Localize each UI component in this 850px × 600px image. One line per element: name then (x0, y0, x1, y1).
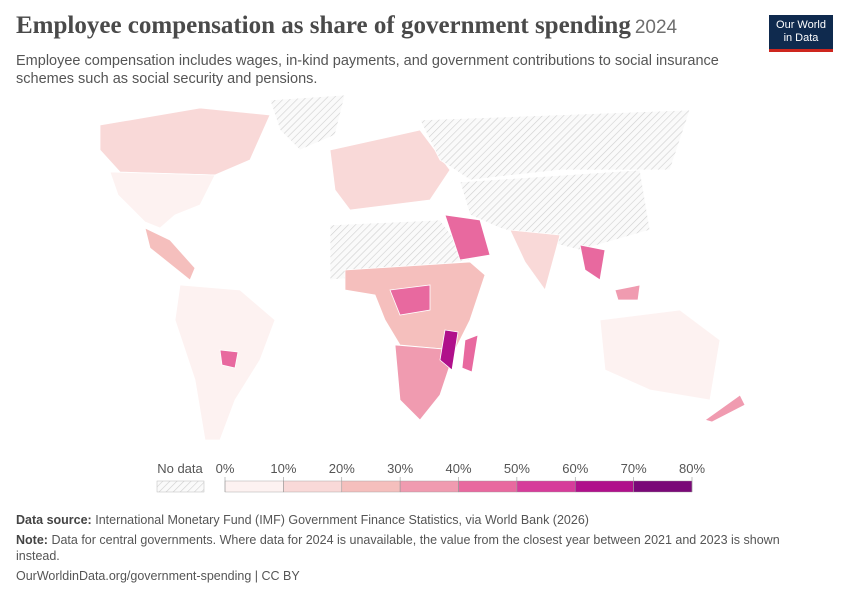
country[interactable] (329, 129, 451, 211)
legend-tick-label: 20% (329, 461, 355, 476)
legend-bin (458, 480, 518, 493)
country[interactable] (614, 284, 641, 301)
country[interactable] (459, 169, 651, 251)
legend-tick-label: 80% (679, 461, 705, 476)
note: Note: Data for central governments. Wher… (16, 532, 826, 564)
year: 2024 (634, 17, 678, 38)
country[interactable] (269, 94, 346, 151)
country[interactable] (444, 214, 491, 261)
note-text: Data for central governments. Where data… (16, 533, 780, 563)
logo[interactable]: Our World in Data (769, 15, 833, 52)
legend-bin (399, 480, 459, 493)
country[interactable] (439, 329, 459, 371)
country[interactable] (509, 229, 561, 291)
legend-bin (575, 480, 634, 493)
title-text: Employee compensation as share of govern… (16, 12, 631, 39)
title: Employee compensation as share of govern… (16, 12, 677, 40)
country[interactable] (109, 171, 216, 229)
legend-bin (516, 480, 576, 493)
country[interactable] (389, 284, 431, 316)
note-label: Note: (16, 533, 48, 547)
country[interactable] (704, 394, 746, 423)
legend-bin (283, 480, 342, 493)
legend-tick-label: 60% (562, 461, 588, 476)
legend-tick-label: 30% (387, 461, 413, 476)
logo-line: in Data (783, 32, 819, 44)
legend-no-data-swatch (156, 480, 205, 493)
legend-tick-label: 0% (216, 461, 235, 476)
country[interactable] (99, 107, 271, 176)
legend-tick-label: 10% (270, 461, 296, 476)
country[interactable] (419, 109, 691, 181)
country[interactable] (144, 227, 196, 281)
legend-tick-label: 70% (621, 461, 647, 476)
legend-tick-label: 50% (504, 461, 530, 476)
source-text: International Monetary Fund (IMF) Govern… (95, 513, 589, 527)
source-label: Data source: (16, 513, 92, 527)
country[interactable] (599, 309, 721, 401)
country[interactable] (579, 244, 606, 281)
country[interactable] (219, 349, 239, 369)
legend-bin (224, 480, 284, 493)
countries (99, 94, 746, 441)
map: No data 0% 10% 20% 30% 40% 50% 60% 70% 80% (99, 94, 746, 493)
source: Data source: International Monetary Fund… (16, 512, 826, 528)
country[interactable] (461, 334, 479, 373)
url[interactable]: OurWorldinData.org/government-spending |… (16, 569, 300, 583)
legend-bin (633, 480, 693, 493)
logo-line: Our World (776, 19, 826, 31)
legend-tick-label: 40% (445, 461, 471, 476)
subtitle: Employee compensation includes wages, in… (16, 53, 719, 87)
footer: Data source: International Monetary Fund… (16, 512, 826, 588)
legend-bin (341, 480, 401, 493)
legend-no-data-label: No data (157, 461, 203, 476)
